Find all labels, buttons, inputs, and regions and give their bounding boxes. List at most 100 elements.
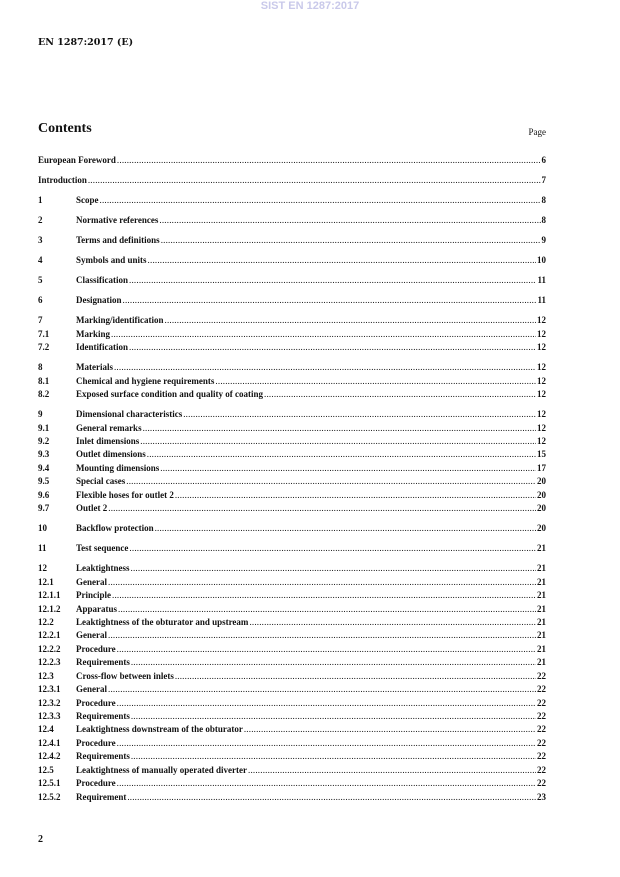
toc-entry[interactable]: 9 Dimensional characteristics 12 — [38, 408, 546, 421]
toc-entry-title: Chemical and hygiene requirements — [76, 375, 215, 386]
dot-leader — [147, 448, 536, 461]
toc-entry-title: Requirement — [76, 791, 127, 802]
toc-entry-title: Flexible hoses for outlet 2 — [76, 489, 174, 500]
toc-entry[interactable]: 9.4 Mounting dimensions 17 — [38, 462, 546, 475]
toc-entry[interactable]: 12.2.1 General 21 — [38, 629, 546, 642]
dot-leader — [264, 388, 536, 401]
dot-leader — [175, 489, 536, 502]
toc-entry[interactable]: 12.3.3 Requirements 22 — [38, 710, 546, 723]
toc-entry[interactable]: 12.2.2 Procedure 21 — [38, 643, 546, 656]
toc-entry-number: 9.7 — [38, 503, 50, 514]
toc-entry[interactable]: 12.3 Cross-flow between inlets 22 — [38, 670, 546, 683]
toc-entry-title: Requirements — [76, 751, 130, 762]
toc-entry[interactable]: 8.2 Exposed surface condition and quality… — [38, 388, 546, 401]
toc-entry[interactable]: 9.5 Special cases 20 — [38, 475, 546, 488]
toc-entry[interactable]: 12.3.2 Procedure 22 — [38, 697, 546, 710]
toc-group: Introduction 7 — [38, 174, 546, 187]
toc-entry[interactable]: 9.1 General remarks 12 — [38, 422, 546, 435]
toc-entry-page: 9 — [541, 235, 547, 246]
toc-entry[interactable]: 12.3.1 General 22 — [38, 683, 546, 696]
toc-entry[interactable]: 3 Terms and definitions 9 — [38, 234, 546, 247]
toc-entry[interactable]: 9.3 Outlet dimensions 15 — [38, 448, 546, 461]
dot-leader — [131, 562, 536, 575]
toc-entry[interactable]: 9.6 Flexible hoses for outlet 2 20 — [38, 489, 546, 502]
toc-entry-number: 12.3.2 — [38, 697, 61, 708]
toc-entry[interactable]: Introduction 7 — [38, 174, 546, 187]
toc-entry[interactable]: 8 Materials 12 — [38, 361, 546, 374]
toc-entry-title: Normative references — [76, 215, 159, 226]
toc-entry[interactable]: 1 Scope 8 — [38, 194, 546, 207]
toc-entry-title: Cross-flow between inlets — [76, 670, 174, 681]
toc-entry-page: 21 — [537, 643, 546, 654]
toc-entry[interactable]: 11 Test sequence 21 — [38, 542, 546, 555]
dot-leader — [114, 361, 536, 374]
toc-entry[interactable]: 12 Leaktightness 21 — [38, 562, 546, 575]
toc-entry-title: Requirements — [76, 657, 130, 668]
toc-entry[interactable]: 12.2 Leaktightness of the obturator and u… — [38, 616, 546, 629]
toc-entry-page: 20 — [537, 476, 546, 487]
toc-entry[interactable]: 9.7 Outlet 2 20 — [38, 502, 546, 515]
toc-entry-page: 17 — [537, 462, 546, 473]
toc-entry[interactable]: 12.4.2 Requirements 22 — [38, 750, 546, 763]
toc-group: 3 Terms and definitions 9 — [38, 234, 546, 247]
toc-entry[interactable]: 12.1 General 21 — [38, 576, 546, 589]
toc-entry-title: General — [76, 684, 107, 695]
dot-leader — [108, 576, 536, 589]
toc-entry-title: Backflow protection — [76, 523, 154, 534]
toc-entry-page: 20 — [537, 489, 546, 500]
toc-entry[interactable]: 12.5 Leaktightness of manually operated d… — [38, 764, 546, 777]
toc-entry-number: 12.3.3 — [38, 711, 61, 722]
toc-entry-title: Classification — [76, 275, 129, 286]
toc-group: 6 Designation 11 — [38, 294, 546, 307]
dot-leader — [112, 589, 536, 602]
dot-leader — [108, 683, 536, 696]
toc-entry-number: 5 — [38, 275, 43, 286]
toc-entry[interactable]: 12.4 Leaktightness downstream of the obtu… — [38, 723, 546, 736]
toc-entry-title: General — [76, 630, 107, 641]
toc-entry[interactable]: 10 Backflow protection 20 — [38, 522, 546, 535]
toc-entry[interactable]: 8.1 Chemical and hygiene requirements 12 — [38, 375, 546, 388]
toc-entry[interactable]: 12.5.2 Requirement 23 — [38, 791, 546, 804]
toc-entry[interactable]: 12.1.1 Principle 21 — [38, 589, 546, 602]
dot-leader — [215, 375, 536, 388]
dot-leader — [108, 629, 536, 642]
dot-leader — [183, 408, 536, 421]
dot-leader — [129, 274, 536, 287]
toc-entry-number: 10 — [38, 523, 47, 534]
toc-entry[interactable]: 7.2 Identification 12 — [38, 341, 546, 354]
toc-entry[interactable]: 2 Normative references 8 — [38, 214, 546, 227]
toc-entry[interactable]: 6 Designation 11 — [38, 294, 546, 307]
toc-entry[interactable]: 4 Symbols and units 10 — [38, 254, 546, 267]
toc-entry[interactable]: 9.2 Inlet dimensions 12 — [38, 435, 546, 448]
dot-leader — [155, 522, 536, 535]
dot-leader — [140, 435, 536, 448]
toc-entry-title: Mounting dimensions — [76, 462, 160, 473]
toc-entry-number: 12.4.1 — [38, 737, 61, 748]
toc-entry-number: 9 — [38, 409, 43, 420]
toc-entry-page: 12 — [537, 409, 546, 420]
toc-entry-page: 10 — [537, 255, 546, 266]
toc-group: 9 Dimensional characteristics 12 9.1 General… — [38, 408, 546, 516]
toc-entry-page: 12 — [537, 342, 546, 353]
toc-entry-title: Exposed surface condition and quality of… — [76, 389, 264, 400]
toc-group: 5 Classification 11 — [38, 274, 546, 287]
dot-leader — [131, 656, 536, 669]
toc-entry[interactable]: 5 Classification 11 — [38, 274, 546, 287]
toc-entry[interactable]: 7.1 Marking 12 — [38, 328, 546, 341]
toc-entry-number: 12 — [38, 563, 47, 574]
toc-entry-page: 21 — [537, 543, 546, 554]
toc-entry[interactable]: 12.2.3 Requirements 21 — [38, 656, 546, 669]
toc-group: 11 Test sequence 21 — [38, 542, 546, 555]
toc-entry[interactable]: 12.5.1 Procedure 22 — [38, 777, 546, 790]
toc-entry-page: 8 — [541, 215, 547, 226]
toc-entry[interactable]: European Foreword 6 — [38, 154, 546, 167]
toc-entry-page: 7 — [541, 175, 547, 186]
toc-entry[interactable]: 12.4.1 Procedure 22 — [38, 737, 546, 750]
toc-entry[interactable]: 7 Marking/identification 12 — [38, 314, 546, 327]
dot-leader — [143, 422, 536, 435]
toc-group: European Foreword 6 — [38, 154, 546, 167]
toc-entry-page: 21 — [537, 576, 546, 587]
toc-entry[interactable]: 12.1.2 Apparatus 21 — [38, 603, 546, 616]
toc-entry-number: 1 — [38, 195, 43, 206]
toc-entry-title: Principle — [76, 590, 111, 601]
